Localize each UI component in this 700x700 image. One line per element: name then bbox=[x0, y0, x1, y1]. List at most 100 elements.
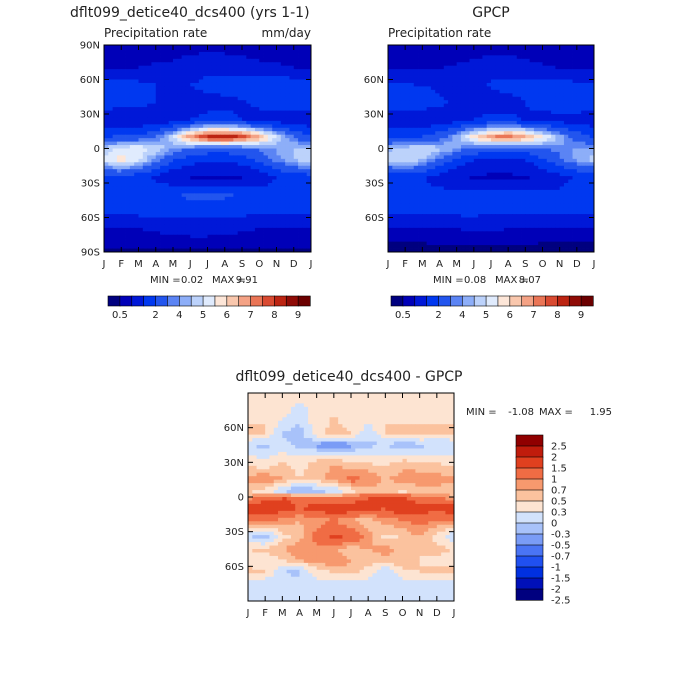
panel-model-cell bbox=[289, 114, 295, 118]
panel-model-colorbar-box bbox=[119, 295, 133, 307]
panel-model-cell bbox=[293, 176, 299, 180]
panel-model-cell bbox=[211, 117, 217, 122]
panel-model-cell bbox=[302, 234, 308, 239]
panel-model-cell bbox=[237, 162, 243, 167]
panel-gpcp-cell bbox=[426, 148, 432, 153]
panel-gpcp-cell bbox=[456, 158, 462, 163]
panel-gpcp-cell bbox=[465, 51, 470, 56]
panel-model-cell bbox=[280, 207, 286, 211]
panel-model-cell bbox=[203, 127, 208, 132]
panel-gpcp-cell bbox=[568, 114, 573, 118]
panel-model-cell bbox=[237, 238, 243, 243]
panel-model-cell bbox=[121, 93, 126, 98]
panel-gpcp-cell bbox=[439, 134, 445, 139]
panel-model-cell bbox=[104, 134, 109, 139]
panel-model-cell bbox=[233, 134, 239, 139]
panel-model-cell bbox=[285, 96, 290, 101]
panel-model-cell bbox=[306, 217, 312, 222]
panel-gpcp-cell bbox=[486, 120, 492, 125]
panel-gpcp-cell bbox=[456, 134, 462, 139]
panel-gpcp-cell bbox=[529, 65, 535, 70]
panel-gpcp-cell bbox=[439, 51, 445, 56]
panel-model-cell bbox=[242, 248, 247, 253]
panel-model-cell bbox=[134, 196, 139, 201]
panel-model-cell bbox=[203, 248, 208, 253]
panel-gpcp-cell bbox=[516, 148, 522, 153]
panel-model-cell bbox=[142, 62, 148, 67]
panel-gpcp-cell bbox=[478, 169, 483, 174]
panel-model-cell bbox=[151, 114, 157, 118]
panel-model-cell bbox=[276, 127, 282, 132]
panel-gpcp-cell bbox=[585, 107, 591, 111]
panel-gpcp-cell bbox=[430, 117, 436, 122]
panel-model-cell bbox=[147, 82, 152, 87]
panel-model-cell bbox=[194, 79, 200, 84]
panel-model-cell bbox=[216, 162, 221, 167]
panel-model-cell bbox=[280, 186, 286, 191]
panel-gpcp-cell bbox=[452, 100, 458, 105]
panel-gpcp-cell bbox=[465, 76, 470, 80]
panel-model-cell bbox=[142, 162, 148, 167]
panel-model-cell bbox=[263, 79, 269, 84]
panel-model-cell bbox=[190, 238, 195, 243]
panel-gpcp-cell bbox=[422, 93, 428, 98]
panel-gpcp-cell bbox=[521, 58, 526, 63]
panel-gpcp-cell bbox=[538, 148, 543, 153]
panel-gpcp-cell bbox=[568, 82, 573, 87]
panel-gpcp-cell bbox=[508, 51, 513, 56]
panel-model-cell bbox=[242, 51, 247, 56]
panel-gpcp-cell bbox=[426, 127, 432, 132]
panel-model-cell bbox=[108, 69, 114, 73]
panel-model-cell bbox=[108, 138, 114, 142]
panel-model-cell bbox=[246, 51, 252, 56]
panel-gpcp-cell bbox=[576, 145, 582, 149]
panel-model-cell bbox=[173, 100, 178, 105]
panel-gpcp-cell bbox=[435, 124, 440, 129]
panel-model-cell bbox=[246, 183, 252, 187]
panel-gpcp-cell bbox=[452, 141, 458, 146]
panel-model-cell bbox=[129, 141, 135, 146]
panel-model-cell bbox=[280, 65, 286, 70]
panel-gpcp-cell bbox=[516, 172, 522, 177]
panel-model-cell bbox=[298, 51, 303, 56]
panel-model-cell bbox=[121, 248, 126, 253]
panel-model-cell bbox=[104, 51, 109, 56]
panel-gpcp-cell bbox=[589, 138, 595, 142]
panel-gpcp-cell bbox=[418, 82, 423, 87]
panel-model-cell bbox=[129, 65, 135, 70]
panel-model-cell bbox=[173, 124, 178, 129]
panel-model-cell bbox=[116, 176, 122, 180]
panel-model-cell bbox=[155, 51, 161, 56]
panel-gpcp-cell bbox=[503, 148, 509, 153]
panel-model-cell bbox=[237, 82, 243, 87]
panel-gpcp-cell bbox=[546, 62, 552, 67]
panel-model-cell bbox=[250, 117, 256, 122]
panel-gpcp-cell bbox=[542, 131, 548, 136]
panel-model-cell bbox=[267, 120, 273, 125]
panel-model-cell bbox=[306, 165, 312, 170]
panel-model-cell bbox=[207, 172, 213, 177]
panel-model-cell bbox=[306, 82, 312, 87]
panel-model-cell bbox=[194, 62, 200, 67]
panel-model-cell bbox=[207, 176, 213, 180]
panel-model-cell bbox=[194, 48, 200, 53]
panel-model-cell bbox=[194, 124, 200, 129]
panel-model-cell bbox=[198, 148, 204, 153]
panel-model-cell bbox=[138, 93, 144, 98]
panel-gpcp-cell bbox=[546, 179, 552, 184]
panel-model-cell bbox=[155, 214, 161, 218]
panel-gpcp-cell bbox=[469, 138, 475, 142]
panel-gpcp-cell bbox=[546, 158, 552, 163]
panel-model-cell bbox=[194, 210, 200, 215]
panel-gpcp-cell bbox=[482, 103, 488, 108]
panel-model-cell bbox=[276, 189, 282, 194]
panel-gpcp-cell bbox=[559, 148, 565, 153]
panel-model-cell bbox=[237, 117, 243, 122]
panel-gpcp-cell bbox=[529, 124, 535, 129]
panel-model-cell bbox=[168, 176, 174, 180]
panel-model-cell bbox=[224, 110, 230, 115]
panel-model-cell bbox=[155, 169, 161, 174]
panel-model-cell bbox=[203, 100, 208, 105]
panel-gpcp-cell bbox=[542, 145, 548, 149]
panel-gpcp-cell bbox=[525, 82, 531, 87]
